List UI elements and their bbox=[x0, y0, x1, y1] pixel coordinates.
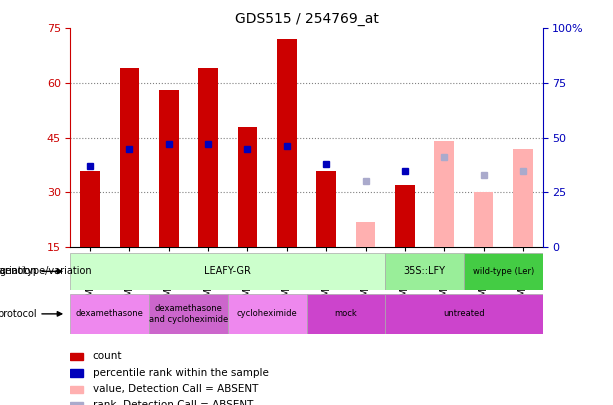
Text: untreated: untreated bbox=[443, 309, 485, 318]
Bar bbox=[199, 68, 218, 247]
Bar bbox=[80, 171, 100, 247]
Text: genotype/variation: genotype/variation bbox=[0, 266, 93, 276]
Bar bbox=[385, 253, 464, 290]
Bar bbox=[70, 369, 83, 377]
Bar bbox=[70, 294, 149, 334]
Bar bbox=[385, 294, 543, 334]
Bar bbox=[70, 402, 83, 405]
Text: dexamethasone
and cycloheximide: dexamethasone and cycloheximide bbox=[149, 304, 228, 324]
Text: rank, Detection Call = ABSENT: rank, Detection Call = ABSENT bbox=[93, 400, 253, 405]
Bar bbox=[277, 39, 297, 247]
Text: protocol: protocol bbox=[0, 309, 37, 319]
Bar bbox=[149, 294, 228, 334]
Bar bbox=[70, 253, 385, 290]
Bar bbox=[120, 68, 139, 247]
Bar bbox=[70, 386, 83, 393]
Title: GDS515 / 254769_at: GDS515 / 254769_at bbox=[235, 12, 378, 26]
Bar bbox=[316, 171, 336, 247]
Bar bbox=[356, 222, 375, 247]
Bar bbox=[228, 294, 306, 334]
Text: cycloheximide: cycloheximide bbox=[237, 309, 297, 318]
Text: wild-type (Ler): wild-type (Ler) bbox=[473, 267, 534, 276]
Bar bbox=[306, 294, 385, 334]
Text: percentile rank within the sample: percentile rank within the sample bbox=[93, 368, 268, 377]
Text: 35S::LFY: 35S::LFY bbox=[403, 266, 446, 276]
Bar bbox=[513, 149, 533, 247]
Bar bbox=[474, 192, 493, 247]
Bar bbox=[395, 185, 414, 247]
Text: count: count bbox=[93, 352, 122, 361]
Text: dexamethasone: dexamethasone bbox=[76, 309, 144, 318]
Bar bbox=[238, 127, 257, 247]
Bar bbox=[159, 90, 178, 247]
Bar bbox=[464, 253, 543, 290]
Bar bbox=[70, 353, 83, 360]
Bar bbox=[435, 141, 454, 247]
Text: LEAFY-GR: LEAFY-GR bbox=[204, 266, 251, 276]
Text: mock: mock bbox=[335, 309, 357, 318]
Text: genotype/variation: genotype/variation bbox=[0, 266, 37, 276]
Text: value, Detection Call = ABSENT: value, Detection Call = ABSENT bbox=[93, 384, 258, 394]
